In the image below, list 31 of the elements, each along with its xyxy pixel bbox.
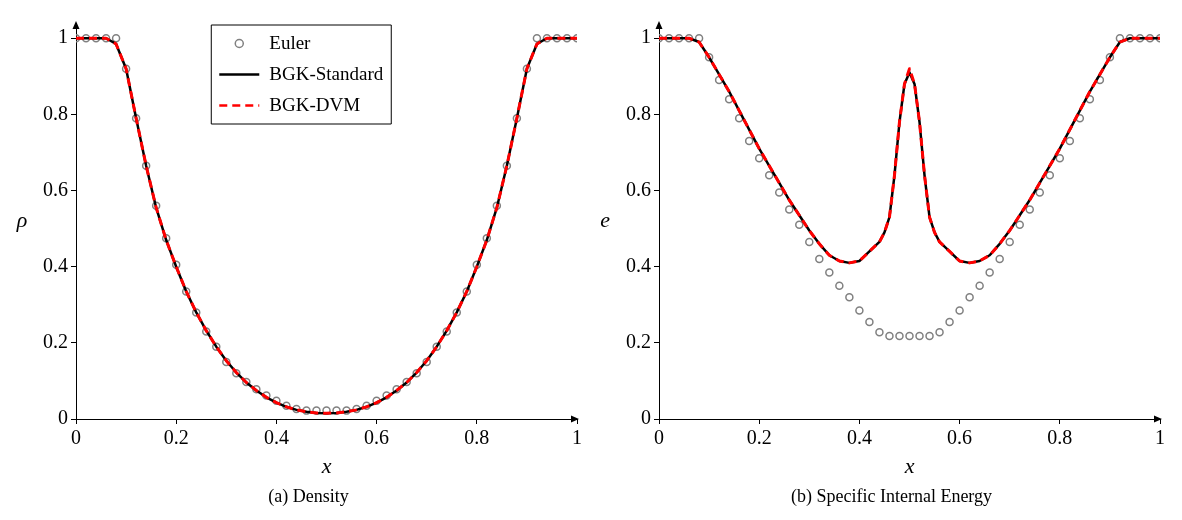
- x-tick-label: 0.6: [364, 426, 390, 449]
- y-tick-label: 0: [641, 406, 651, 429]
- y-tick-label: 0.2: [43, 330, 68, 353]
- text: (a) Density: [268, 485, 349, 507]
- legend-label: BGK-DVM: [269, 94, 361, 116]
- text: (b) Specific Internal Energy: [790, 485, 993, 507]
- x-tick-label: 0.4: [263, 426, 289, 449]
- x-tick-label: 1: [572, 426, 582, 449]
- x-axis-title: x: [320, 452, 332, 478]
- x-tick-label: 1: [1155, 426, 1165, 449]
- y-tick-label: 0.4: [43, 253, 68, 276]
- y-tick-label: 0.8: [43, 101, 68, 124]
- x-tick-label: 0.2: [746, 426, 772, 449]
- y-axis-title: ρ: [15, 206, 28, 232]
- y-tick-label: 0.2: [626, 330, 651, 353]
- x-tick-label: 0.8: [1047, 426, 1073, 449]
- y-tick-label: 0.8: [626, 101, 651, 124]
- y-tick-label: 0.6: [43, 177, 68, 200]
- legend-label: Euler: [269, 32, 312, 54]
- x-tick-label: 0.6: [947, 426, 973, 449]
- x-tick-label: 0.4: [846, 426, 872, 449]
- x-tick-label: 0.8: [464, 426, 490, 449]
- y-tick-label: 1: [641, 25, 651, 48]
- x-axis-title: x: [903, 452, 915, 478]
- legend-label: BGK-Standard: [269, 63, 384, 85]
- y-axis-title: e: [600, 206, 611, 232]
- x-tick-label: 0.2: [163, 426, 189, 449]
- y-tick-label: 0.6: [626, 177, 651, 200]
- y-tick-label: 0.4: [626, 253, 651, 276]
- y-tick-label: 1: [58, 25, 68, 48]
- y-tick-label: 0: [58, 406, 68, 429]
